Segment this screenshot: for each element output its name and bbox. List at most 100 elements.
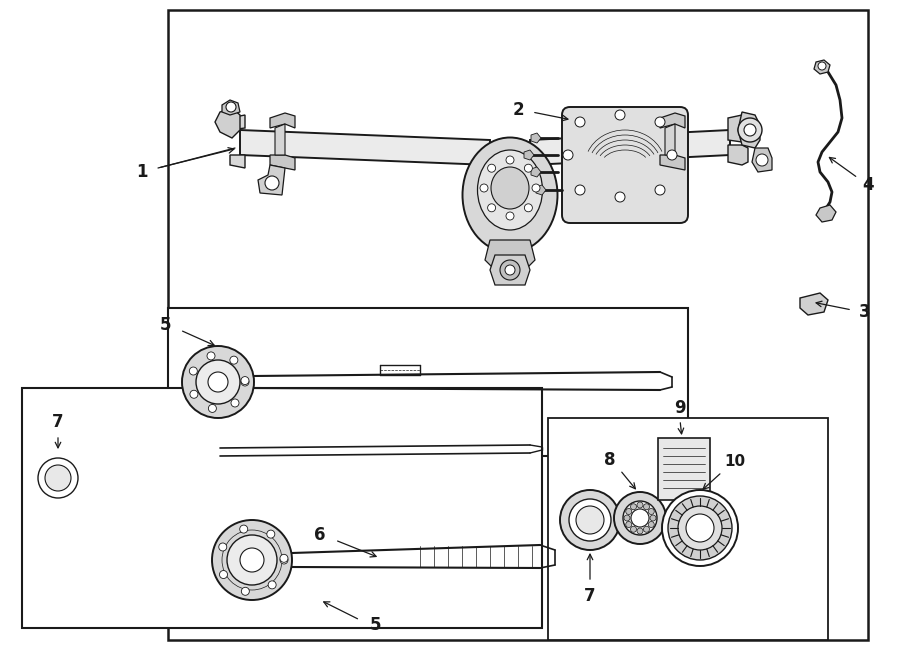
Polygon shape (240, 130, 490, 165)
Polygon shape (270, 113, 295, 128)
Circle shape (738, 118, 762, 142)
Circle shape (241, 587, 249, 595)
Circle shape (266, 530, 274, 538)
Circle shape (623, 501, 657, 535)
Circle shape (506, 212, 514, 220)
Circle shape (280, 556, 288, 564)
Circle shape (525, 204, 533, 212)
Circle shape (655, 117, 665, 127)
Polygon shape (530, 130, 730, 165)
Circle shape (525, 164, 533, 172)
FancyBboxPatch shape (562, 107, 688, 223)
Circle shape (38, 458, 78, 498)
Circle shape (265, 176, 279, 190)
Polygon shape (258, 165, 285, 195)
Circle shape (560, 490, 620, 550)
Circle shape (648, 508, 654, 514)
Circle shape (532, 184, 540, 192)
Circle shape (212, 520, 292, 600)
Circle shape (650, 515, 656, 521)
Polygon shape (275, 124, 285, 155)
Circle shape (569, 499, 611, 541)
Circle shape (280, 554, 288, 562)
Circle shape (615, 110, 625, 120)
Circle shape (655, 185, 665, 195)
Text: 8: 8 (604, 451, 616, 469)
Circle shape (756, 154, 768, 166)
Circle shape (268, 581, 276, 589)
Text: 3: 3 (860, 303, 871, 321)
Polygon shape (660, 155, 685, 170)
Polygon shape (524, 150, 534, 160)
Circle shape (226, 102, 236, 112)
Text: 1: 1 (136, 163, 148, 181)
Polygon shape (800, 293, 828, 315)
Circle shape (182, 346, 254, 418)
Circle shape (230, 356, 238, 364)
Circle shape (209, 404, 216, 412)
Circle shape (505, 265, 515, 275)
Circle shape (637, 528, 643, 534)
Circle shape (631, 509, 649, 527)
Bar (168, 10, 868, 640)
Circle shape (744, 124, 756, 136)
Circle shape (668, 496, 732, 560)
Circle shape (241, 378, 249, 386)
Circle shape (220, 571, 228, 579)
Circle shape (241, 377, 249, 385)
Text: 9: 9 (674, 399, 686, 417)
Text: 7: 7 (52, 413, 64, 431)
Text: 4: 4 (862, 176, 874, 194)
Polygon shape (536, 185, 546, 195)
Polygon shape (531, 167, 541, 177)
Circle shape (637, 502, 643, 508)
Text: 5: 5 (159, 316, 171, 334)
Text: 2: 2 (512, 101, 524, 119)
Circle shape (818, 62, 826, 70)
Circle shape (678, 506, 722, 550)
Bar (548, 418, 828, 640)
Circle shape (240, 548, 264, 572)
Polygon shape (215, 108, 240, 138)
Circle shape (662, 490, 738, 566)
Polygon shape (728, 145, 748, 165)
Circle shape (648, 522, 654, 528)
Ellipse shape (491, 167, 529, 209)
Circle shape (626, 522, 632, 528)
Bar (168, 308, 688, 456)
Circle shape (631, 504, 636, 510)
Polygon shape (485, 240, 535, 270)
Circle shape (686, 514, 714, 542)
Polygon shape (531, 133, 541, 143)
Circle shape (208, 372, 228, 392)
Text: 6: 6 (314, 526, 326, 544)
Circle shape (575, 185, 585, 195)
Circle shape (239, 525, 248, 533)
Polygon shape (728, 115, 748, 142)
Polygon shape (222, 100, 240, 115)
Ellipse shape (463, 138, 557, 252)
Circle shape (575, 117, 585, 127)
Circle shape (45, 465, 71, 491)
Circle shape (227, 535, 277, 585)
Text: 5: 5 (369, 616, 381, 634)
Circle shape (644, 526, 650, 532)
Circle shape (480, 184, 488, 192)
Circle shape (207, 352, 215, 360)
Circle shape (30, 450, 86, 506)
Circle shape (500, 260, 520, 280)
Circle shape (488, 204, 496, 212)
Circle shape (631, 526, 636, 532)
Circle shape (576, 506, 604, 534)
Polygon shape (230, 115, 245, 130)
Polygon shape (665, 124, 675, 155)
Circle shape (196, 360, 240, 404)
Circle shape (189, 367, 197, 375)
Ellipse shape (478, 150, 543, 230)
Circle shape (506, 156, 514, 164)
Polygon shape (230, 155, 245, 168)
Circle shape (667, 150, 677, 160)
Circle shape (644, 504, 650, 510)
Bar (658, 438, 710, 500)
Circle shape (563, 150, 573, 160)
